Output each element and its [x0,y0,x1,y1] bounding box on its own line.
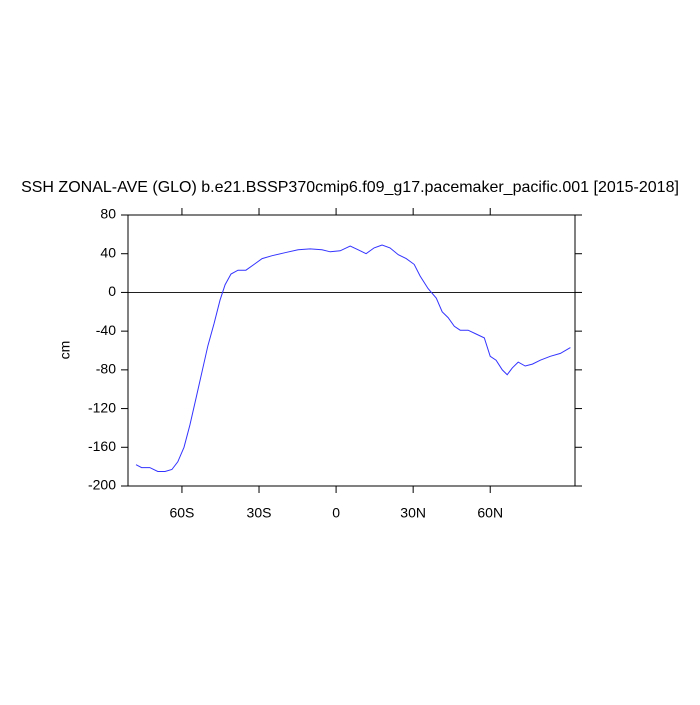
y-tick-label: -160 [88,438,116,454]
plot-frame [127,214,576,487]
x-tick-label: 60S [169,505,194,521]
chart-title: SSH ZONAL-AVE (GLO) b.e21.BSSP370cmip6.f… [21,179,679,196]
y-tick-label: -200 [88,477,116,493]
x-tick-label: 30S [247,505,272,521]
x-tick-label: 60N [477,505,503,521]
y-tick-label: -80 [96,361,116,377]
y-tick-label: 40 [100,244,116,260]
x-tick-label: 0 [332,505,340,521]
y-tick-label: 0 [108,283,116,299]
y-tick-label: 80 [100,206,116,222]
x-tick-label: 30N [400,505,426,521]
y-tick-label: -40 [96,322,116,338]
data-line [135,244,571,472]
y-tick-label: -120 [88,399,116,415]
y-axis-label: cm [57,341,73,360]
